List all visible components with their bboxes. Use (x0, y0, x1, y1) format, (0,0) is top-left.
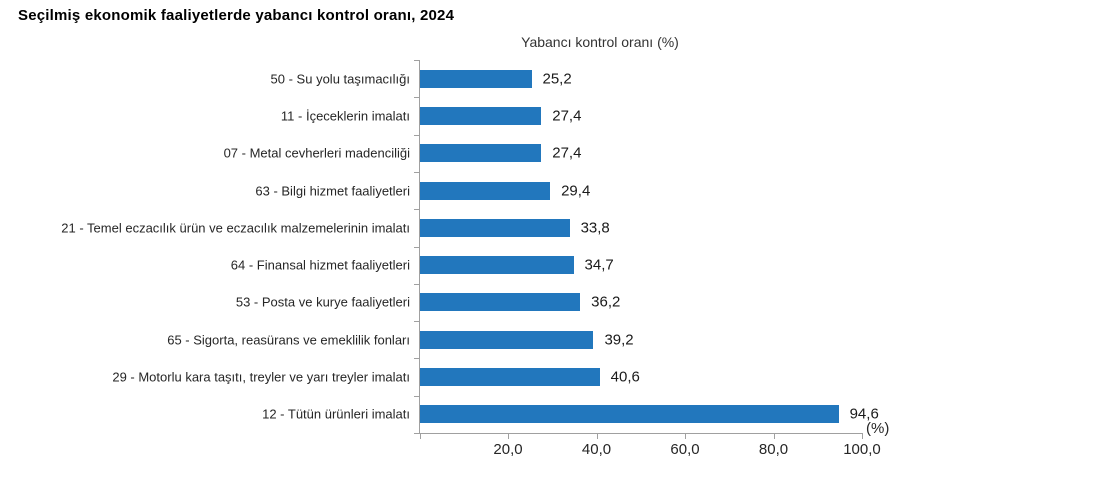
chart-row: 07 - Metal cevherleri madenciliği 27,4 (0, 135, 1115, 172)
bar (420, 293, 581, 312)
chart-subtitle: Yabancı kontrol oranı (%) (521, 34, 679, 50)
x-axis-tick-label: 60,0 (670, 441, 700, 458)
bar (420, 106, 542, 125)
y-axis-tick (414, 209, 419, 211)
bar (420, 256, 574, 275)
bar (420, 368, 600, 387)
bar (420, 405, 839, 424)
chart-row: 11 - İçeceklerin imalatı 27,4 (0, 97, 1115, 134)
chart-row: 64 - Finansal hizmet faaliyetleri 34,7 (0, 247, 1115, 284)
x-axis-tick (862, 434, 863, 439)
category-label: 53 - Posta ve kurye faaliyetleri (235, 294, 410, 310)
category-label: 11 - İçeceklerin imalatı (280, 108, 410, 124)
x-axis-tick (419, 434, 421, 439)
y-axis-tick (414, 321, 419, 323)
x-axis-tick (596, 434, 598, 439)
value-label: 34,7 (584, 256, 614, 274)
category-label: 07 - Metal cevherleri madenciliği (223, 145, 410, 161)
value-label: 27,4 (552, 107, 582, 125)
x-axis-line (419, 433, 863, 434)
y-axis-tick (414, 97, 419, 99)
y-axis-tick (414, 246, 419, 248)
chart-row: 21 - Temel eczacılık ürün ve eczacılık m… (0, 209, 1115, 246)
category-label: 12 - Tütün ürünleri imalatı (262, 406, 410, 422)
x-axis-tick (685, 434, 686, 439)
y-axis-tick (414, 433, 419, 434)
page-title: Seçilmiş ekonomik faaliyetlerde yabancı … (18, 7, 455, 24)
y-axis-line (419, 60, 420, 433)
y-axis-tick (414, 358, 419, 360)
category-label: 65 - Sigorta, reasürans ve emeklilik fon… (167, 332, 410, 348)
x-axis-unit-label: (%) (866, 420, 890, 437)
x-axis-tick (773, 434, 775, 439)
x-axis-tick-label: 40,0 (581, 441, 612, 458)
bar (420, 69, 532, 88)
chart-row: 50 - Su yolu taşımacılığı 25,2 (0, 60, 1115, 97)
bar (420, 181, 551, 200)
category-label: 29 - Motorlu kara taşıtı, treyler ve yar… (112, 369, 410, 385)
value-label: 40,6 (610, 368, 640, 386)
category-label: 50 - Su yolu taşımacılığı (270, 71, 410, 87)
chart-row: 12 - Tütün ürünleri imalatı 94,6 (0, 396, 1115, 433)
chart-row: 29 - Motorlu kara taşıtı, treyler ve yar… (0, 358, 1115, 395)
value-label: 29,4 (561, 182, 591, 200)
y-axis-tick (414, 283, 419, 285)
chart-row: 63 - Bilgi hizmet faaliyetleri 29,4 (0, 172, 1115, 209)
x-axis-tick-label: 20,0 (493, 441, 523, 458)
category-label: 21 - Temel eczacılık ürün ve eczacılık m… (61, 220, 410, 236)
value-label: 94,6 (849, 405, 879, 423)
x-axis-tick-label: 80,0 (758, 441, 789, 458)
y-axis-tick (414, 171, 419, 173)
x-axis-tick (508, 434, 509, 439)
x-axis-tick-label: 100,0 (843, 441, 881, 458)
chart-row: 53 - Posta ve kurye faaliyetleri 36,2 (0, 284, 1115, 321)
bar (420, 218, 570, 237)
value-label: 25,2 (542, 70, 572, 88)
value-label: 27,4 (552, 144, 582, 162)
value-label: 33,8 (580, 219, 610, 237)
bar (420, 330, 594, 349)
y-axis-tick (414, 60, 419, 61)
category-label: 63 - Bilgi hizmet faaliyetleri (255, 183, 410, 199)
value-label: 36,2 (591, 293, 621, 311)
y-axis-tick (414, 395, 419, 397)
bar (420, 144, 542, 163)
value-label: 39,2 (604, 331, 634, 349)
category-label: 64 - Finansal hizmet faaliyetleri (230, 257, 410, 273)
chart-row: 65 - Sigorta, reasürans ve emeklilik fon… (0, 321, 1115, 358)
y-axis-tick (414, 134, 419, 136)
